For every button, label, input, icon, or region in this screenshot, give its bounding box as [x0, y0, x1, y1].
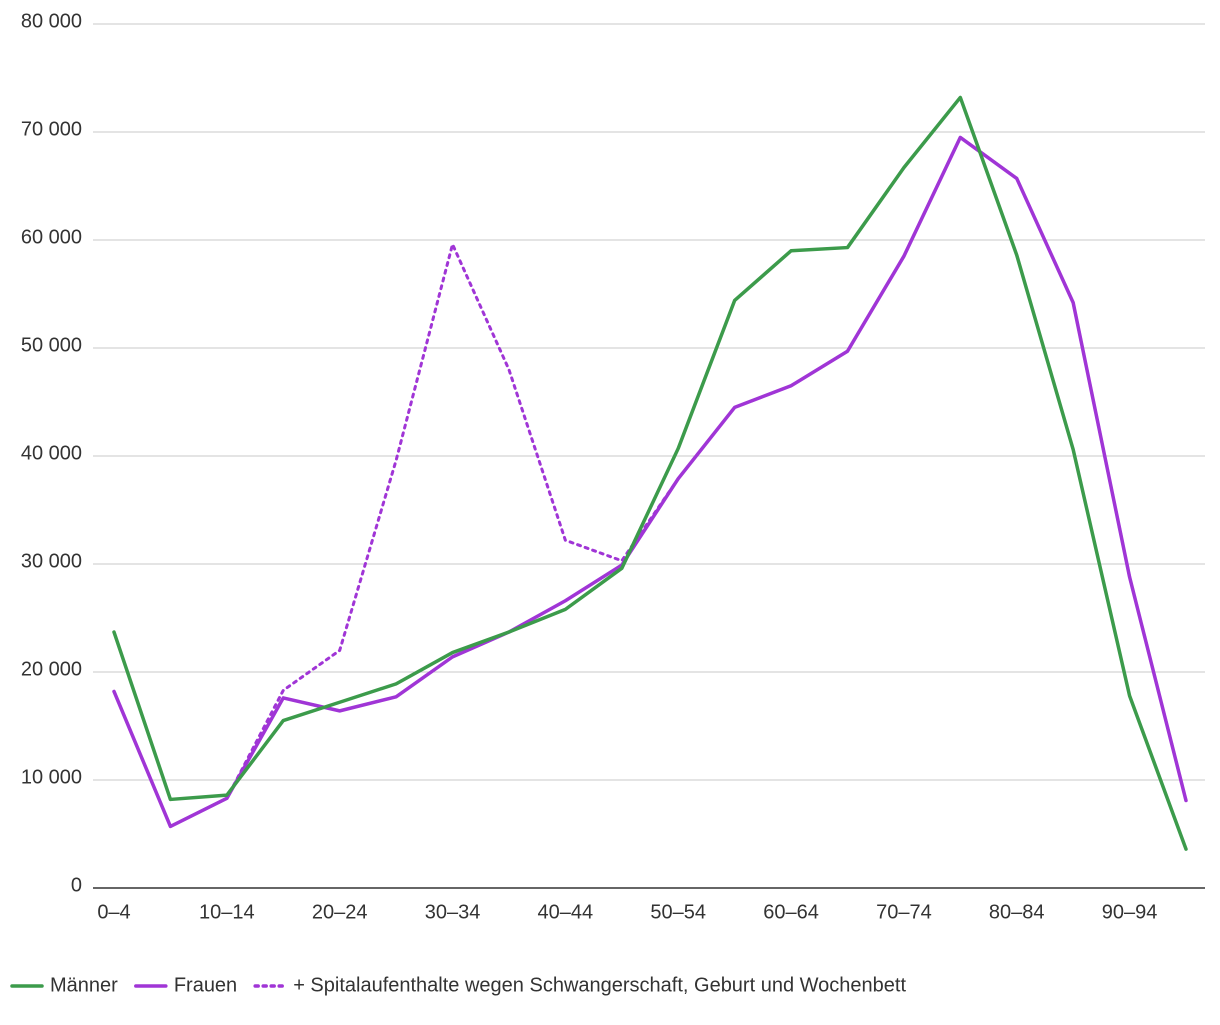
legend-label: + Spitalaufenthalte wegen Schwangerschaf…	[293, 974, 906, 996]
y-tick-label: 50 000	[21, 334, 82, 356]
y-tick-label: 60 000	[21, 226, 82, 248]
y-tick-label: 80 000	[21, 10, 82, 32]
series-line	[112, 95, 1188, 851]
y-tick-label: 40 000	[21, 442, 82, 464]
x-tick-label: 10–14	[199, 901, 255, 923]
y-tick-label: 30 000	[21, 550, 82, 572]
legend-label: Frauen	[174, 974, 237, 996]
y-tick-label: 0	[71, 874, 82, 896]
y-tick-label: 70 000	[21, 118, 82, 140]
x-tick-label: 40–44	[538, 901, 594, 923]
x-tick-label: 20–24	[312, 901, 368, 923]
series-line	[112, 135, 1188, 829]
y-tick-label: 20 000	[21, 658, 82, 680]
x-tick-label: 0–4	[97, 901, 130, 923]
x-tick-label: 60–64	[763, 901, 819, 923]
x-tick-label: 80–84	[989, 901, 1045, 923]
x-tick-label: 90–94	[1102, 901, 1158, 923]
legend-label: Männer	[50, 974, 118, 996]
x-tick-label: 70–74	[876, 901, 932, 923]
x-tick-label: 50–54	[650, 901, 706, 923]
x-tick-label: 30–34	[425, 901, 481, 923]
series-line	[112, 135, 1188, 828]
y-tick-label: 10 000	[21, 766, 82, 788]
